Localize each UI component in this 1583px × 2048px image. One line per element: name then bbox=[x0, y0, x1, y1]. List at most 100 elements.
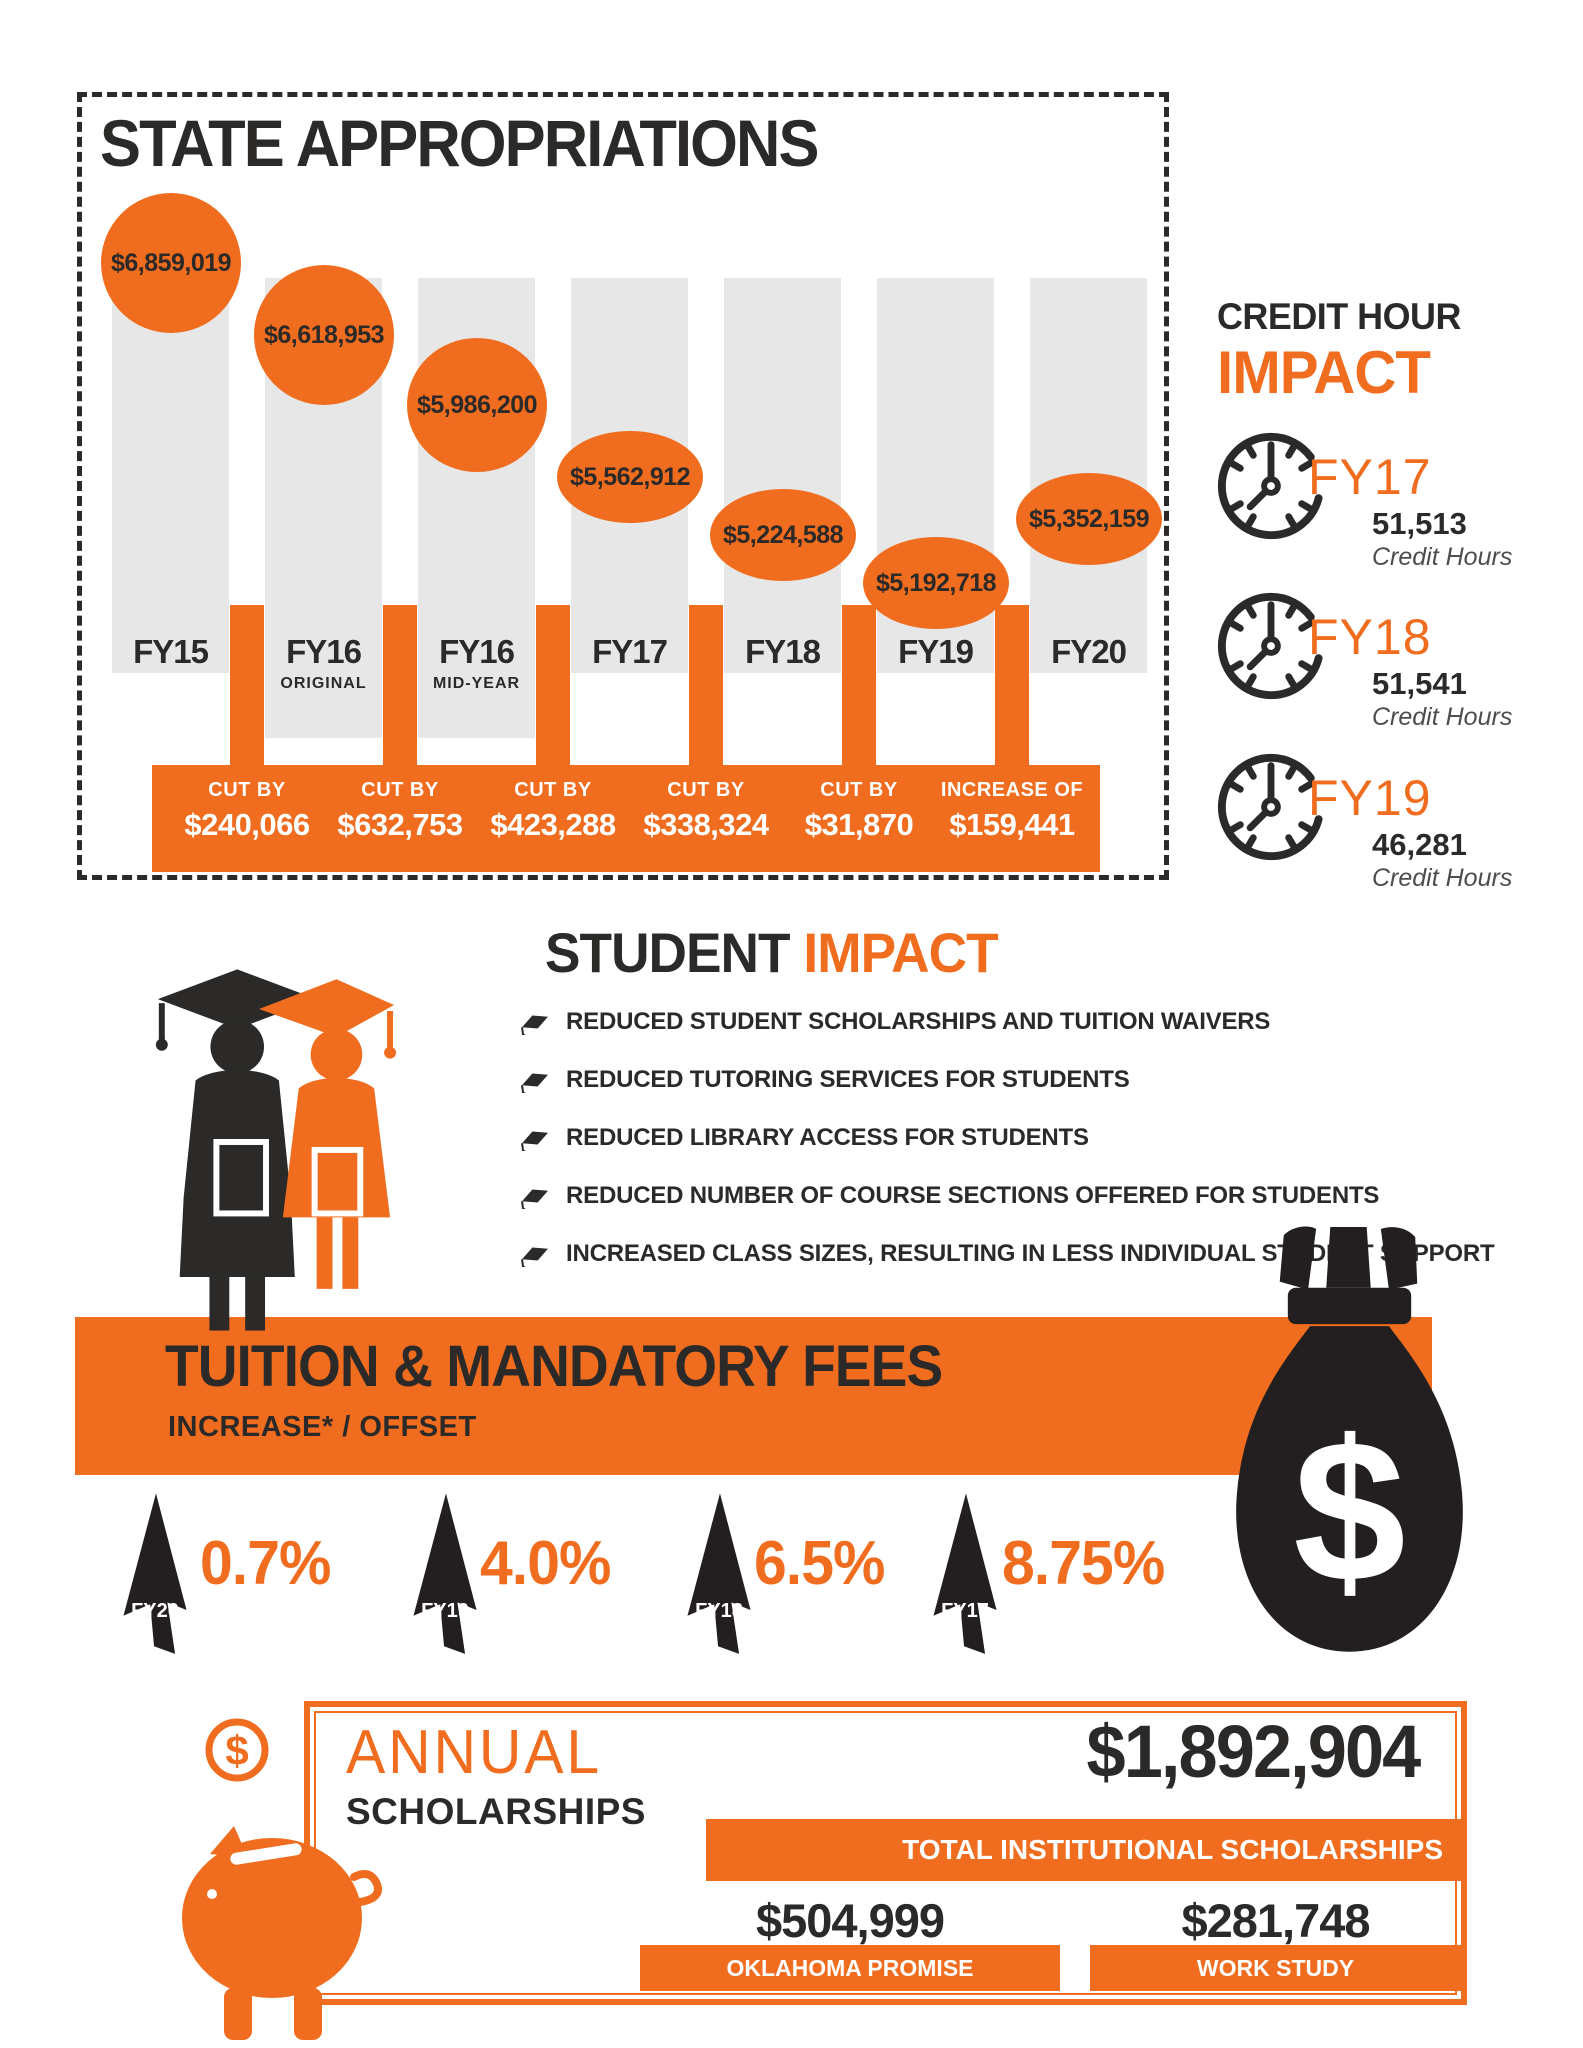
work-study-value: $281,748 bbox=[1181, 1894, 1370, 1947]
bar-label-fy19: FY19 bbox=[898, 633, 974, 670]
credit-hour-impact-title-line1: CREDIT HOUR bbox=[1217, 296, 1461, 337]
change-amount: $632,753 bbox=[337, 807, 463, 842]
bar-label-fy17: FY17 bbox=[592, 633, 668, 670]
change-label: CUT BY bbox=[208, 779, 286, 801]
cut-connector bbox=[689, 605, 723, 770]
value-bubble-fy17: $5,562,912 bbox=[557, 431, 703, 523]
bar-label-fy18: FY18 bbox=[745, 633, 821, 670]
arrow-fy20-label: FY20 bbox=[131, 1600, 179, 1622]
tuition-pct-fy18: 6.5% bbox=[754, 1529, 885, 1598]
increase-arrow-fy17 bbox=[933, 1493, 997, 1654]
cut-connector bbox=[230, 605, 264, 770]
student-impact-title-orange: IMPACT bbox=[803, 921, 998, 984]
diploma bbox=[311, 1146, 364, 1217]
student-impact-bullet: REDUCED TUTORING SERVICES FOR STUDENTS bbox=[518, 1066, 1130, 1094]
bullet-text: REDUCED STUDENT SCHOLARSHIPS AND TUITION… bbox=[566, 1008, 1271, 1035]
change-label: CUT BY bbox=[361, 779, 439, 801]
clock-icon bbox=[1217, 753, 1325, 861]
scholarships-box: ANNUAL SCHOLARSHIPS $1,892,904 TOTAL INS… bbox=[304, 1701, 1467, 2005]
piggy-bank-icon: $ bbox=[182, 1718, 382, 2040]
value-bubble-fy20: $5,352,159 bbox=[1016, 473, 1162, 565]
change-amount: $423,288 bbox=[490, 807, 616, 842]
cut-connector bbox=[536, 605, 570, 770]
dollar-symbol: $ bbox=[1293, 1398, 1405, 1624]
change-cell: CUT BY $632,753 bbox=[324, 779, 476, 843]
pig-eye bbox=[207, 1889, 217, 1899]
tuition-fees-band: TUITION & MANDATORY FEES INCREASE* / OFF… bbox=[75, 1317, 1432, 1475]
bullet-text: REDUCED LIBRARY ACCESS FOR STUDENTS bbox=[566, 1124, 1089, 1151]
scholarships-total-band: TOTAL INSTITUTIONAL SCHOLARSHIPS bbox=[706, 1819, 1461, 1881]
appropriations-bar-fy18 bbox=[724, 278, 841, 673]
value-bubble-fy18: $5,224,588 bbox=[710, 489, 856, 581]
value-bubble-fy16-midyear: $5,986,200 bbox=[407, 338, 547, 472]
cut-connector bbox=[383, 605, 417, 770]
change-amount: $240,066 bbox=[184, 807, 310, 842]
tuition-pct-fy20: 0.7% bbox=[200, 1529, 331, 1598]
student-impact-bullet: REDUCED NUMBER OF COURSE SECTIONS OFFERE… bbox=[518, 1182, 1379, 1210]
scholarships-total-value: $1,892,904 bbox=[1086, 1710, 1421, 1793]
increase-arrow-fy19 bbox=[413, 1493, 477, 1654]
change-amount: $338,324 bbox=[643, 807, 769, 842]
change-label: CUT BY bbox=[514, 779, 592, 801]
mortarboard-bullet-icon bbox=[521, 1247, 548, 1267]
cut-band: CUT BY $240,066 CUT BY $632,753 CUT BY $… bbox=[152, 765, 1100, 872]
bar-sublabel-midyear: MID-YEAR bbox=[432, 675, 521, 692]
graduates-illustration bbox=[155, 969, 396, 1331]
arrow-fy18-label: FY18 bbox=[695, 1600, 743, 1622]
cut-connector bbox=[995, 605, 1029, 770]
value-bubble-fy15: $6,859,019 bbox=[101, 193, 241, 333]
graduate-black bbox=[155, 969, 317, 1331]
scholarships-heading-light: ANNUAL bbox=[346, 1718, 603, 1787]
tuition-fees-subtitle: INCREASE* / OFFSET bbox=[168, 1411, 477, 1443]
coin-dollar-symbol: $ bbox=[225, 1727, 248, 1774]
coin-icon bbox=[205, 1718, 269, 1782]
change-label: INCREASE OF bbox=[940, 779, 1084, 801]
clock-icon bbox=[1217, 432, 1325, 540]
change-cell: CUT BY $240,066 bbox=[171, 779, 323, 843]
credit-row-fy17-hours: 51,513 bbox=[1372, 506, 1467, 541]
student-impact-title-dark: STUDENT bbox=[545, 921, 804, 984]
coin-slot bbox=[230, 1843, 302, 1865]
change-cell: CUT BY $423,288 bbox=[477, 779, 629, 843]
value-bubble-fy16-original: $6,618,953 bbox=[254, 265, 394, 405]
mortarboard-bullet-icon bbox=[521, 1073, 548, 1093]
change-cell: CUT BY $338,324 bbox=[630, 779, 782, 843]
credit-row-fy17-unit: Credit Hours bbox=[1372, 543, 1513, 571]
tuition-fees-title: TUITION & MANDATORY FEES bbox=[165, 1334, 943, 1399]
mortarboard-bullet-icon bbox=[521, 1131, 548, 1151]
state-appropriations-section: STATE APPROPRIATIONS FY15 FY16 ORIGINAL … bbox=[77, 92, 1169, 880]
bar-label-fy20: FY20 bbox=[1051, 633, 1127, 670]
work-study-band: WORK STUDY bbox=[1090, 1945, 1461, 1991]
change-cell: CUT BY $31,870 bbox=[783, 779, 935, 843]
value-bubble-fy19: $5,192,718 bbox=[863, 537, 1009, 629]
bar-label-fy16-midyear: FY16 bbox=[439, 633, 515, 670]
clock-icon bbox=[1217, 592, 1325, 700]
bar-label-fy16-original: FY16 bbox=[286, 633, 362, 670]
tuition-pct-fy19: 4.0% bbox=[480, 1529, 611, 1598]
cut-connector bbox=[842, 605, 876, 770]
oklahoma-promise-band: OKLAHOMA PROMISE bbox=[640, 1945, 1060, 1991]
bullet-text: REDUCED NUMBER OF COURSE SECTIONS OFFERE… bbox=[566, 1182, 1380, 1209]
oklahoma-promise-value: $504,999 bbox=[755, 1894, 945, 1947]
increase-arrow-fy20 bbox=[123, 1493, 187, 1654]
change-cell: INCREASE OF $159,441 bbox=[936, 779, 1088, 843]
bar-label-fy15: FY15 bbox=[133, 633, 209, 670]
credit-row-fy18-unit: Credit Hours bbox=[1372, 703, 1513, 731]
credit-row-fy19-hours: 46,281 bbox=[1372, 827, 1467, 862]
credit-row-fy19-label: FY19 bbox=[1308, 770, 1432, 826]
bar-sublabel-original: ORIGINAL bbox=[280, 675, 367, 692]
mortarboard-bullet-icon bbox=[521, 1015, 548, 1035]
credit-row-fy18-label: FY18 bbox=[1308, 609, 1432, 665]
change-amount: $159,441 bbox=[949, 807, 1075, 842]
change-label: CUT BY bbox=[820, 779, 898, 801]
arrow-fy19-label: FY19 bbox=[421, 1600, 469, 1622]
change-amount: $31,870 bbox=[804, 807, 914, 842]
diploma bbox=[213, 1139, 269, 1217]
bullet-text: REDUCED TUTORING SERVICES FOR STUDENTS bbox=[566, 1066, 1130, 1093]
scholarships-heading-bold: SCHOLARSHIPS bbox=[346, 1791, 646, 1832]
student-impact-title: STUDENT IMPACT bbox=[545, 920, 999, 985]
credit-row-fy19-unit: Credit Hours bbox=[1372, 864, 1513, 892]
credit-row-fy17-label: FY17 bbox=[1308, 449, 1432, 505]
pig-tail bbox=[350, 1869, 382, 1906]
